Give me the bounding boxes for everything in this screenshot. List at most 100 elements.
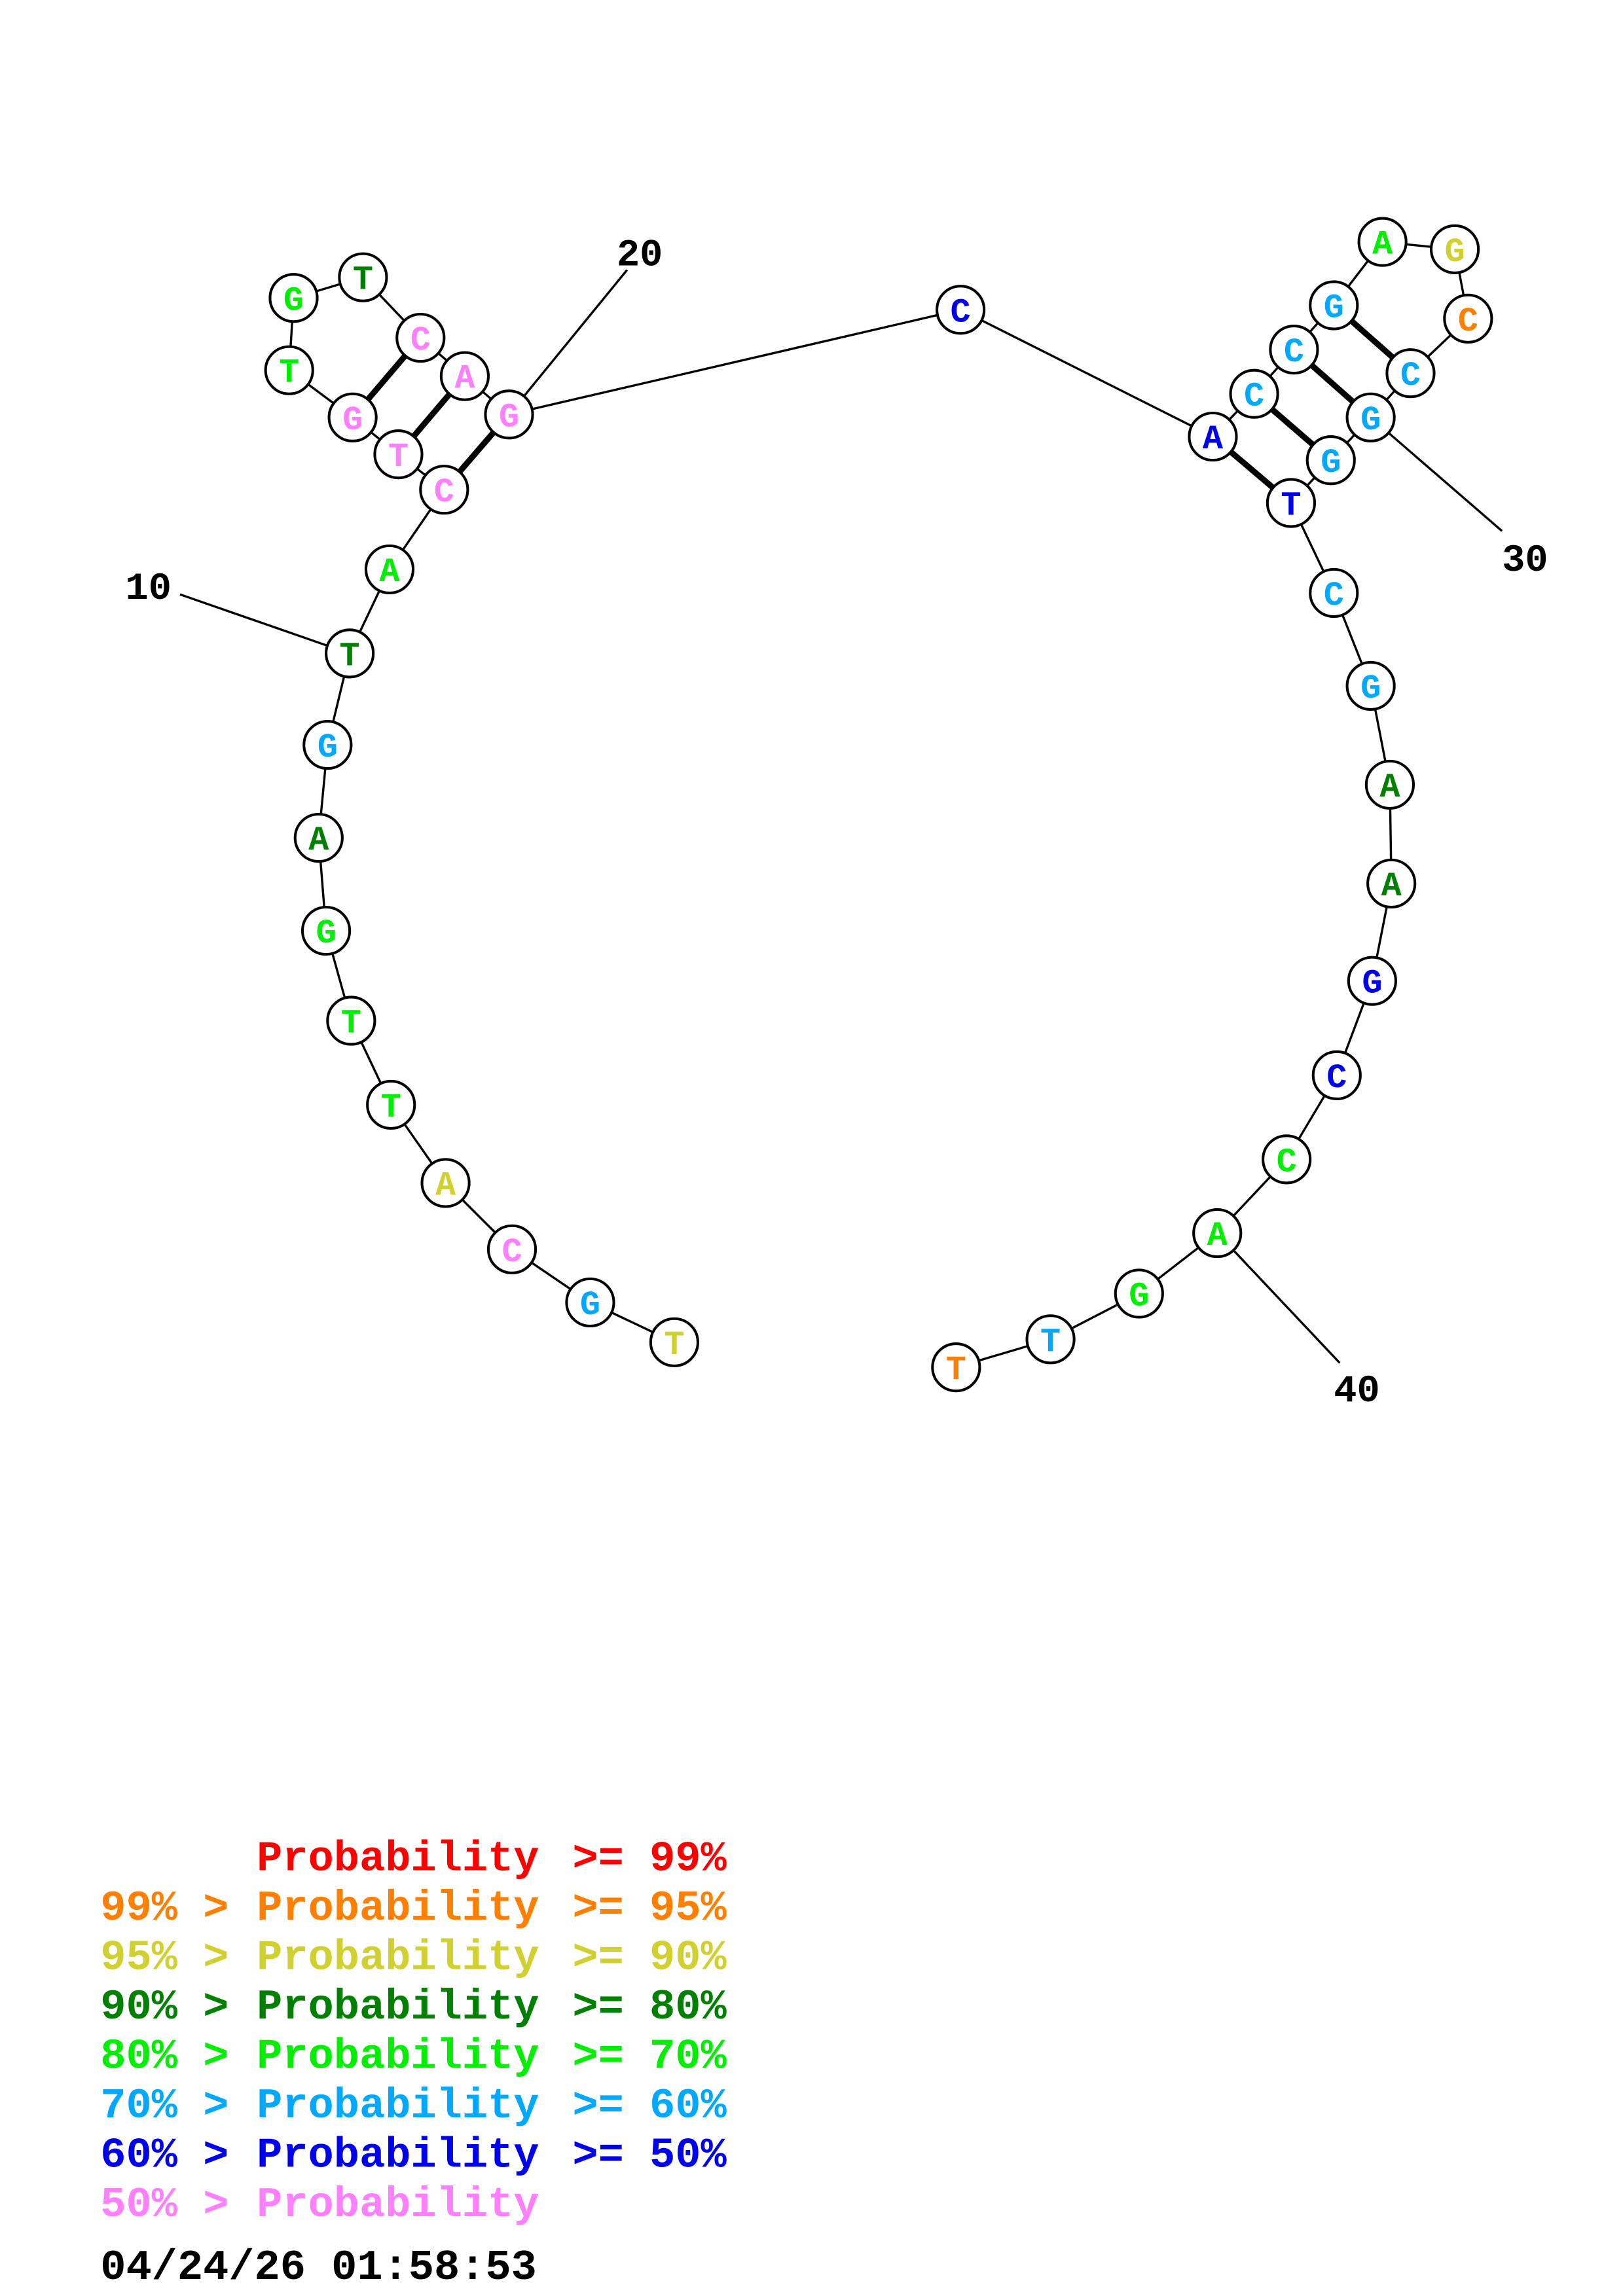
legend-label: Probability	[257, 2181, 539, 2229]
legend-prefix: 80% >	[100, 2033, 228, 2081]
nucleotide-circle	[439, 351, 490, 401]
legend-row: 60% > Probability >= 50%	[100, 2132, 727, 2180]
nucleotide: C	[1311, 1050, 1362, 1100]
nucleotide-circle	[1345, 392, 1396, 442]
nucleotide: C	[1309, 567, 1359, 619]
nucleotide-circle	[1025, 1314, 1076, 1365]
nucleotide-letter: G	[318, 728, 338, 767]
nucleotide: G	[1345, 660, 1396, 711]
nucleotide-circle	[1309, 280, 1359, 331]
nucleotide-circle	[1364, 759, 1415, 810]
nucleotide-letter: G	[1360, 401, 1381, 440]
nucleotide: T	[931, 1342, 981, 1393]
nucleotide: A	[420, 1158, 471, 1208]
nucleotide-circle	[419, 465, 469, 515]
nucleotide: C	[1262, 1134, 1312, 1185]
legend-prefix: 70% >	[100, 2082, 228, 2130]
nucleotide: T	[649, 1317, 699, 1367]
nucleotide-circle	[486, 1224, 538, 1274]
nucleotide-letter: C	[951, 293, 971, 332]
nucleotide-letter: G	[1360, 670, 1381, 708]
legend-row: 80% > Probability >= 70%	[100, 2033, 727, 2081]
nucleotide-letter: C	[1277, 1143, 1297, 1181]
nucleotide-letter: C	[1458, 302, 1478, 341]
nucleotide: G	[302, 719, 353, 770]
nucleotide-circle	[338, 252, 388, 302]
nucleotide: G	[301, 905, 352, 956]
nucleotide-circle	[1347, 956, 1397, 1006]
nucleotide: C	[419, 465, 469, 515]
position-label: 30	[1502, 539, 1548, 583]
nucleotide-letter: T	[388, 438, 409, 476]
nucleotide-circle	[1262, 1134, 1312, 1185]
legend-label: Probability	[257, 1983, 539, 2032]
nucleotide-circle	[301, 905, 352, 956]
nucleotide: C	[486, 1224, 538, 1274]
nucleotide-circle	[326, 996, 376, 1046]
nucleotide-letter: G	[1445, 233, 1465, 272]
nucleotide-letter: A	[1207, 1217, 1228, 1255]
nucleotide-circle	[1429, 224, 1480, 274]
nucleotide: C	[395, 312, 446, 363]
nucleotide-circle	[395, 312, 446, 363]
nucleotide-letter: C	[410, 321, 431, 360]
nucleotide-circle	[373, 429, 424, 480]
nucleotide: A	[1364, 759, 1415, 810]
nucleotide-circle	[565, 1277, 615, 1328]
legend-label: Probability	[257, 2033, 539, 2081]
nucleotide-letter: G	[1324, 289, 1344, 328]
position-tick-line	[508, 269, 629, 416]
nucleotide-circle	[1229, 368, 1279, 419]
nucleotide: A	[1357, 217, 1408, 267]
nucleotide-letter: C	[1400, 357, 1421, 395]
nucleotide-letter: C	[1326, 1059, 1347, 1098]
nucleotide-letter: T	[279, 354, 299, 393]
nucleotide: A	[1188, 411, 1238, 462]
backbone-segment	[509, 308, 961, 416]
nucleotide-circle	[302, 719, 353, 770]
nucleotide: T	[264, 345, 314, 395]
position-label: 10	[126, 567, 172, 611]
nucleotide-letter: T	[353, 261, 373, 300]
nucleotide-circle	[293, 812, 344, 863]
nucleotide-letter: A	[1203, 420, 1224, 459]
nucleotide-letter: G	[283, 281, 304, 320]
legend-suffix: >= 80%	[572, 1983, 727, 2032]
nucleotide-letter: C	[1244, 378, 1264, 416]
nucleotide: C	[1385, 348, 1436, 399]
nucleotide-circle	[325, 628, 375, 679]
legend-row: 90% > Probability >= 80%	[100, 1983, 727, 2032]
nucleotide: C	[936, 285, 986, 335]
legend-row: 70% > Probability >= 60%	[100, 2082, 727, 2130]
legend-label: Probability	[257, 1835, 539, 1884]
legend-row: Probability >= 99%	[257, 1835, 727, 1884]
nucleotide: G	[327, 392, 378, 442]
nucleotide-circle	[366, 1079, 416, 1130]
position-tick-line	[1370, 416, 1503, 532]
timestamp: 04/24/26 01:58:53	[100, 2244, 537, 2292]
nucleotide-letter: A	[454, 360, 475, 399]
nucleotide-letter: A	[1381, 867, 1402, 906]
legend-prefix: 90% >	[100, 1983, 228, 2032]
nucleotide-letter: G	[342, 401, 363, 440]
nucleotide: C	[1229, 368, 1279, 419]
legend-prefix: 50% >	[100, 2181, 228, 2229]
nucleotide-letter: C	[1284, 333, 1304, 372]
nucleotide-circle	[1311, 1050, 1362, 1100]
nucleotide-letter: A	[1379, 768, 1400, 807]
legend-label: Probability	[257, 2132, 539, 2180]
nucleotide: G	[484, 389, 534, 440]
nucleotide-circle	[1309, 567, 1359, 619]
nucleotide: G	[1305, 435, 1356, 486]
nucleotide-circle	[1357, 217, 1408, 267]
nucleotide-circle	[649, 1317, 699, 1367]
nucleotide-letter: G	[1321, 444, 1341, 482]
nucleotide: G	[1429, 224, 1480, 274]
nucleotide-circle	[1266, 478, 1317, 528]
legend: Probability >= 99%99% > Probability >= 95%9…	[100, 1835, 727, 2292]
legend-row: 50% > Probability	[100, 2181, 539, 2229]
legend-prefix: 60% >	[100, 2132, 228, 2180]
position-label: 20	[617, 234, 663, 278]
